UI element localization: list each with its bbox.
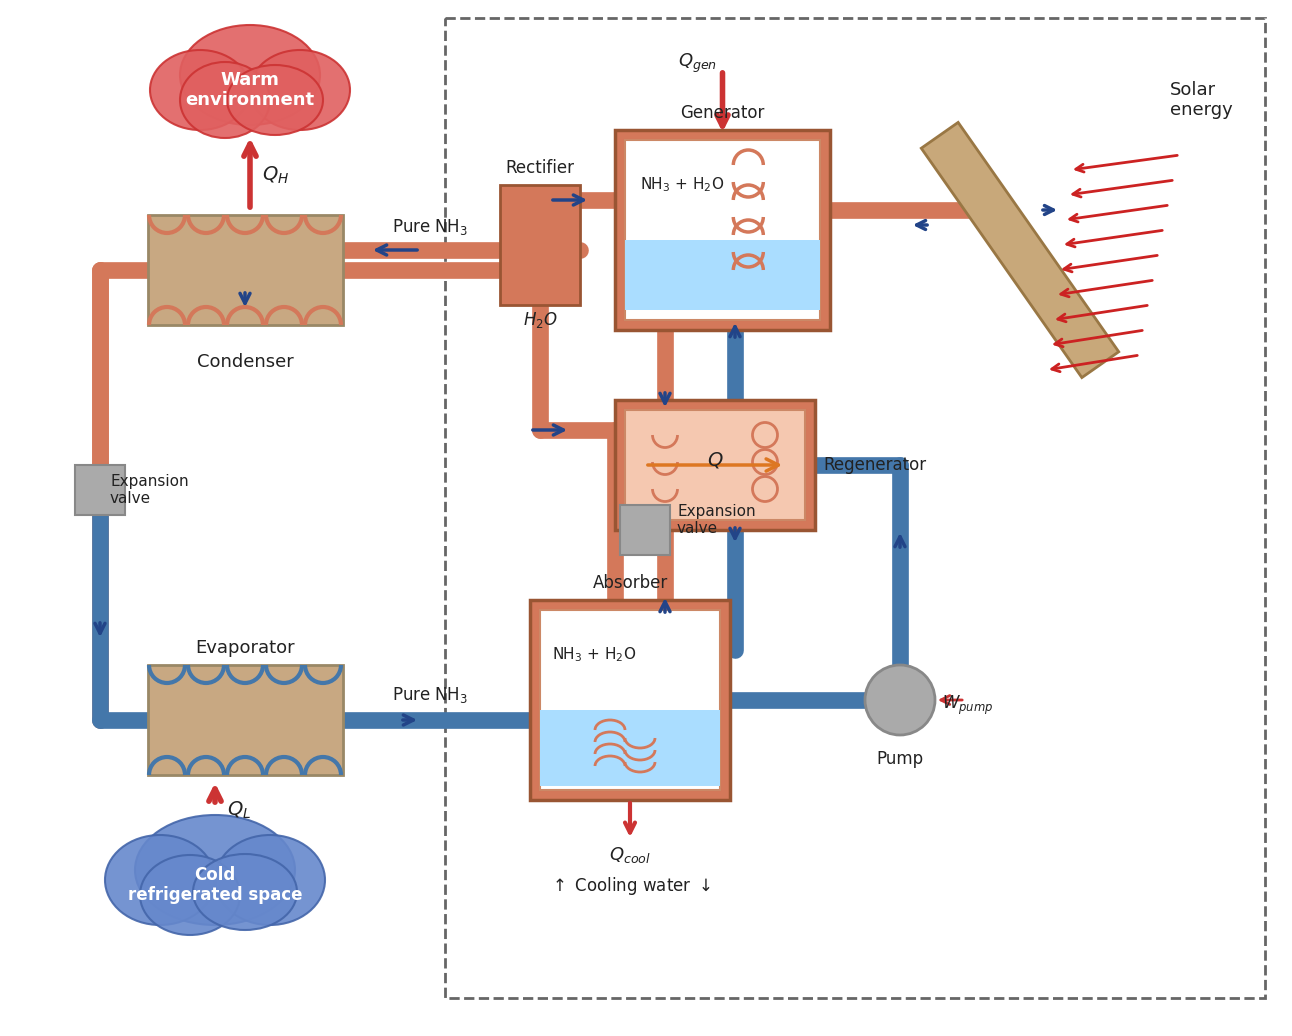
Text: Warm
environment: Warm environment (186, 70, 314, 110)
Bar (444, 18, 1265, 998)
Text: $Q_L$: $Q_L$ (227, 800, 251, 821)
Ellipse shape (180, 25, 320, 125)
Text: Pure NH$_3$: Pure NH$_3$ (391, 685, 468, 706)
Text: Cold
refrigerated space: Cold refrigerated space (128, 866, 302, 904)
Text: Expansion
valve: Expansion valve (677, 503, 756, 537)
Text: NH$_3$ + H$_2$O: NH$_3$ + H$_2$O (640, 176, 725, 195)
Text: $Q$: $Q$ (707, 450, 724, 470)
Text: Absorber: Absorber (592, 574, 668, 592)
FancyBboxPatch shape (530, 600, 730, 800)
Text: $Q_{gen}$: $Q_{gen}$ (678, 52, 717, 75)
Text: $\uparrow$ Cooling water $\downarrow$: $\uparrow$ Cooling water $\downarrow$ (549, 875, 711, 897)
Text: Generator: Generator (681, 104, 765, 122)
Text: $H_2O$: $H_2O$ (522, 310, 557, 330)
Ellipse shape (134, 815, 295, 925)
FancyBboxPatch shape (625, 240, 820, 310)
FancyBboxPatch shape (75, 465, 125, 515)
Text: Expansion
valve: Expansion valve (110, 473, 189, 507)
Circle shape (866, 665, 935, 735)
Ellipse shape (193, 854, 297, 930)
Text: Rectifier: Rectifier (505, 159, 575, 177)
Text: NH$_3$ + H$_2$O: NH$_3$ + H$_2$O (552, 645, 636, 664)
Text: Condenser: Condenser (196, 353, 293, 371)
Text: Pump: Pump (876, 750, 924, 768)
FancyBboxPatch shape (620, 505, 671, 555)
Ellipse shape (140, 855, 240, 936)
Text: Pure NH$_3$: Pure NH$_3$ (391, 217, 468, 237)
FancyBboxPatch shape (625, 410, 805, 520)
Text: Evaporator: Evaporator (195, 639, 295, 657)
FancyBboxPatch shape (615, 130, 829, 330)
Ellipse shape (227, 65, 323, 135)
Ellipse shape (249, 50, 350, 130)
Text: $Q_H$: $Q_H$ (262, 165, 289, 185)
FancyBboxPatch shape (500, 185, 580, 305)
Ellipse shape (105, 835, 214, 925)
Text: $W_{pump}$: $W_{pump}$ (942, 693, 994, 717)
FancyBboxPatch shape (147, 665, 342, 775)
Ellipse shape (150, 50, 249, 130)
FancyBboxPatch shape (147, 215, 342, 325)
FancyBboxPatch shape (540, 710, 720, 786)
Text: Solar
energy: Solar energy (1171, 81, 1233, 119)
Ellipse shape (180, 62, 270, 138)
Ellipse shape (214, 835, 326, 925)
Text: $Q_{cool}$: $Q_{cool}$ (609, 845, 651, 865)
FancyBboxPatch shape (921, 122, 1119, 377)
FancyBboxPatch shape (615, 400, 815, 530)
Text: Regenerator: Regenerator (823, 456, 926, 474)
FancyBboxPatch shape (540, 610, 720, 790)
FancyBboxPatch shape (625, 140, 820, 320)
